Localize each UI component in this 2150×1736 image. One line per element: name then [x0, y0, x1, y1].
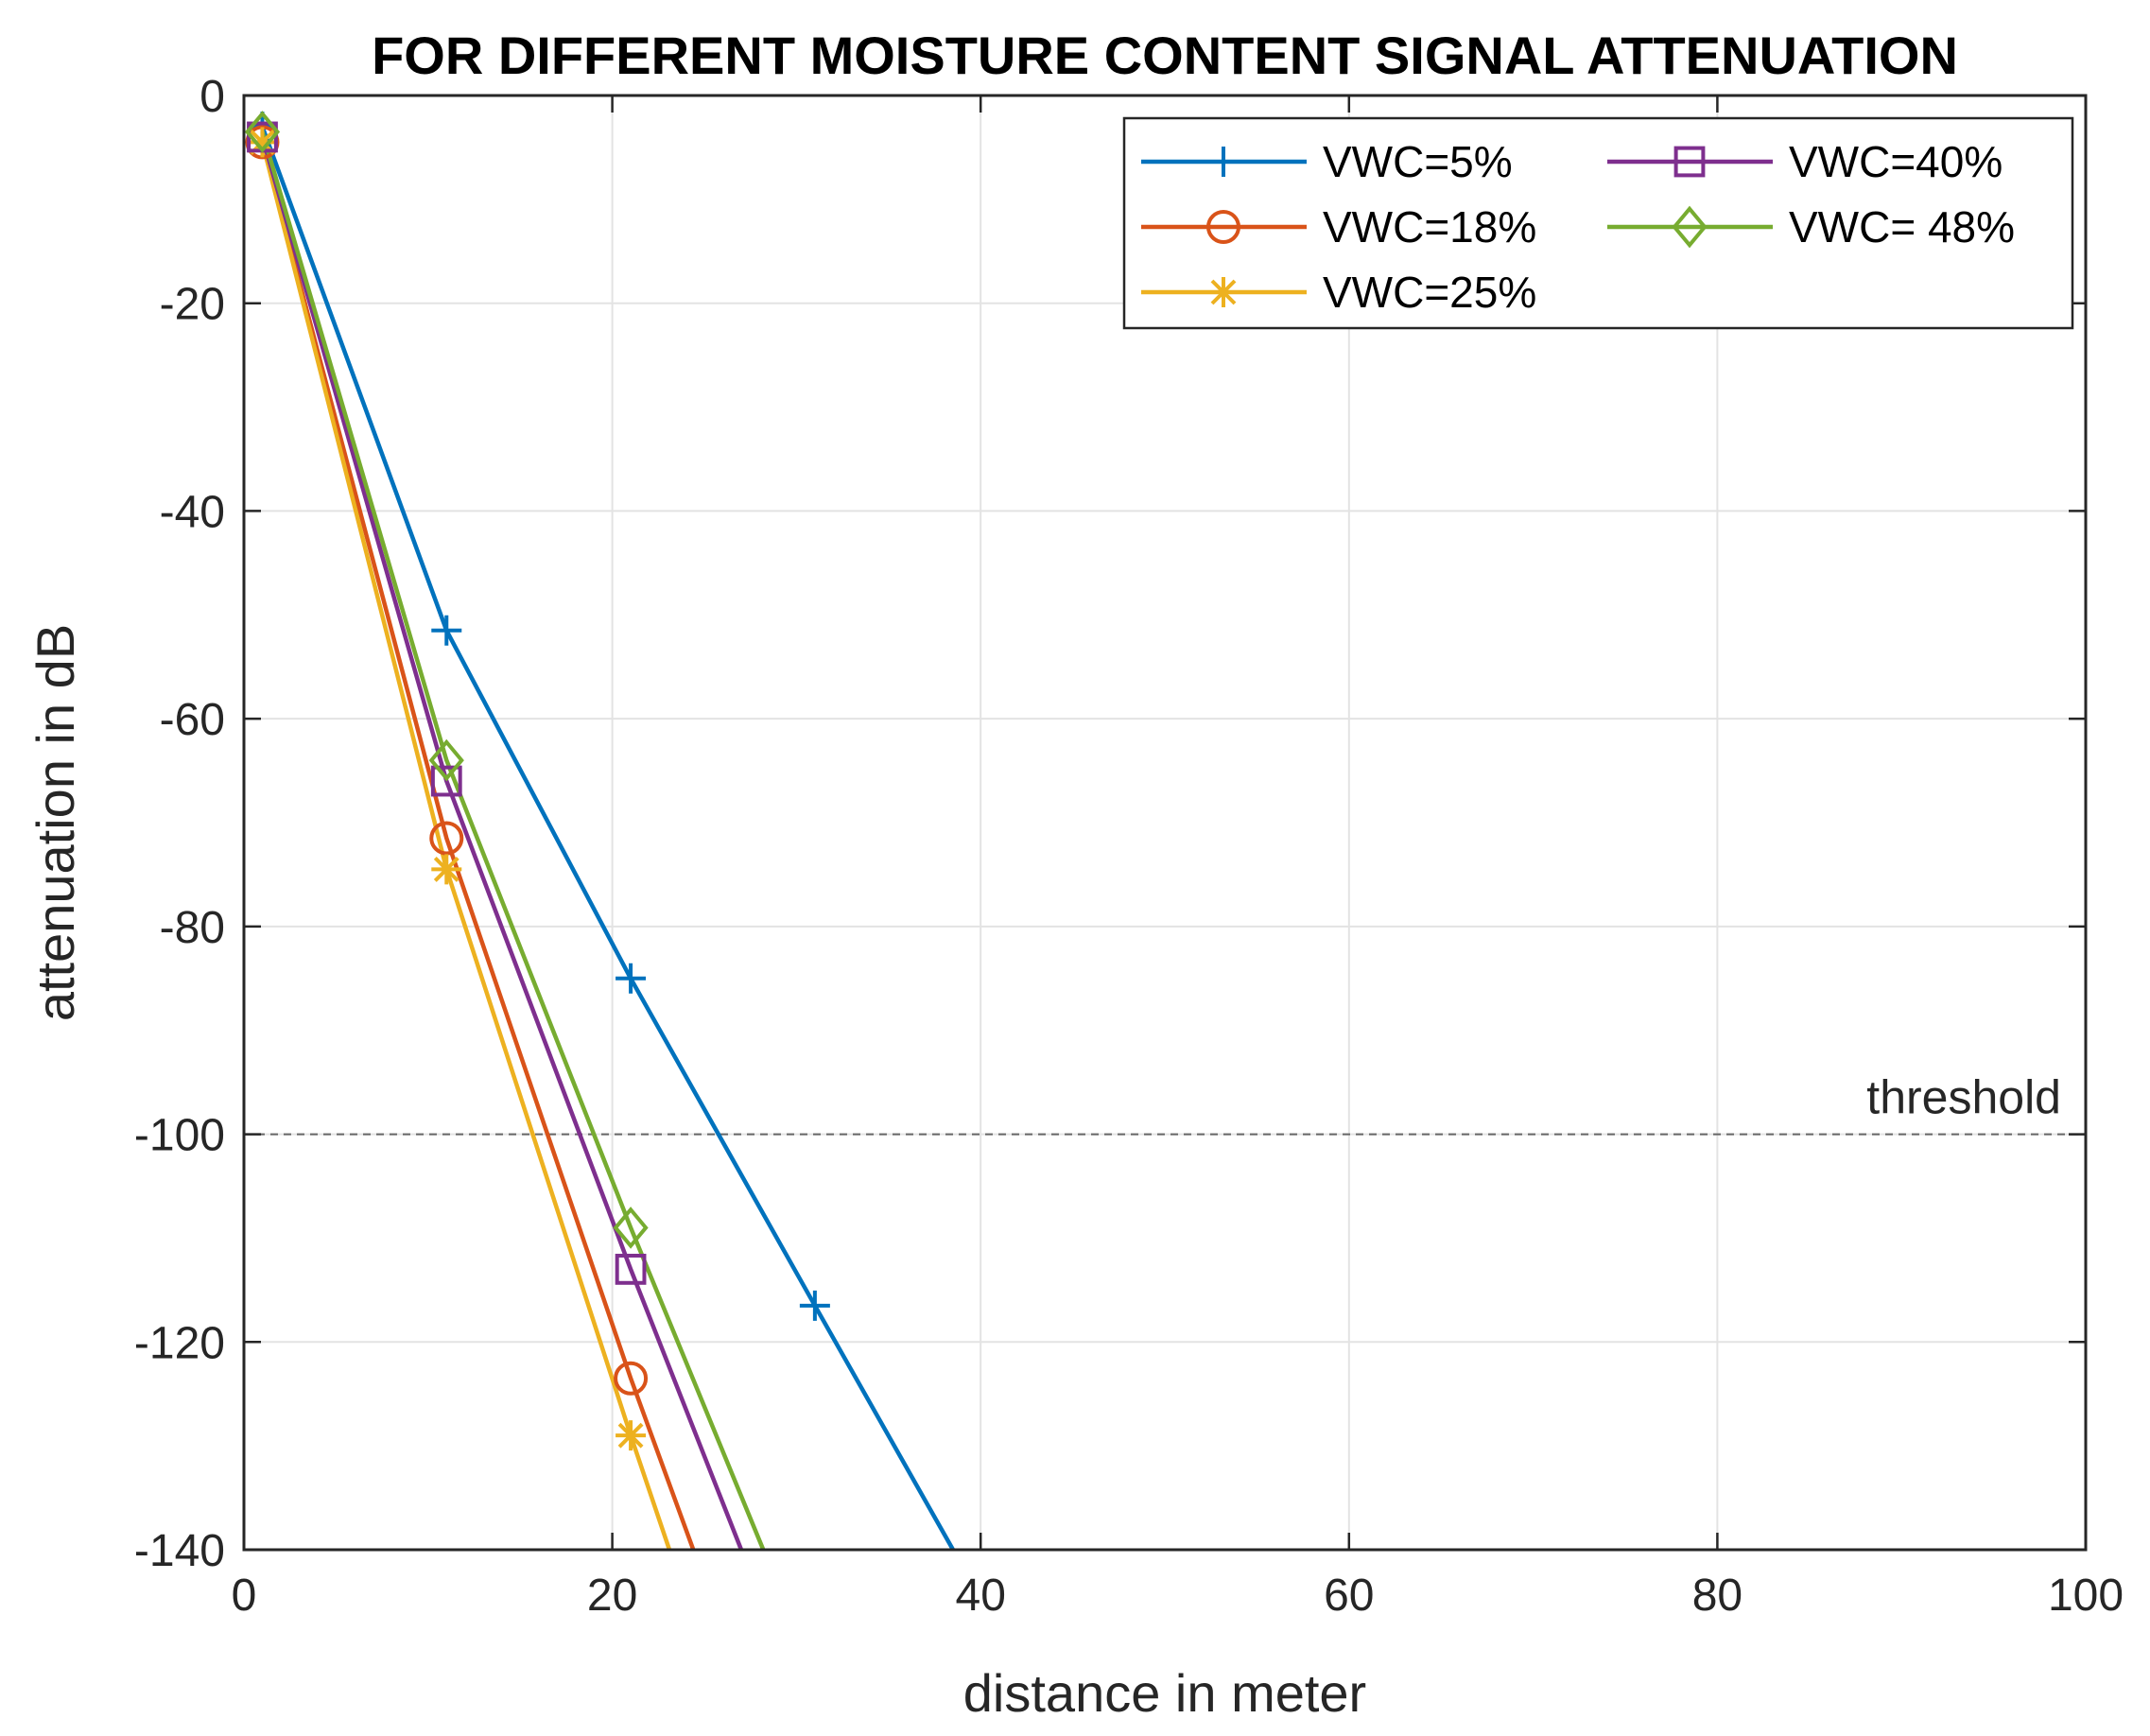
y-axis-label: attenuation in dB: [26, 624, 85, 1021]
x-tick-label: 20: [587, 1571, 637, 1621]
data-point: [428, 738, 464, 782]
data-point: [616, 1420, 647, 1451]
data-point: [247, 127, 278, 158]
legend-marker: [1672, 205, 1708, 249]
series-markers: [244, 111, 830, 1451]
x-tick-label: 80: [1692, 1571, 1743, 1621]
legend-marker: [1673, 146, 1706, 178]
y-tick-label: -80: [160, 903, 225, 953]
data-point: [244, 111, 281, 153]
legend: VWC=5% VWC=18% VWC=25% VWC=40% VWC= 48%: [1122, 116, 2074, 330]
threshold: threshold: [244, 1071, 2086, 1136]
legend-label: VWC=5%: [1323, 137, 1513, 186]
series-line: [260, 136, 744, 1550]
legend-label: VWC= 48%: [1789, 202, 2015, 252]
legend-label: VWC=18%: [1323, 202, 1536, 252]
data-point: [614, 1361, 649, 1396]
y-tick-label: 0: [199, 72, 225, 122]
series-line: [260, 141, 696, 1550]
y-tick-label: -100: [134, 1111, 225, 1161]
y-tick-label: -140: [134, 1526, 225, 1576]
threshold-label: threshold: [1866, 1071, 2061, 1124]
legend-marker: [1208, 147, 1239, 177]
x-tick-label: 100: [2048, 1571, 2124, 1621]
x-tick-label: 0: [232, 1571, 257, 1621]
y-tick-label: -40: [160, 487, 225, 537]
legend-marker: [1206, 210, 1240, 244]
legend-label: VWC=25%: [1323, 268, 1536, 317]
plot-area: [244, 95, 2086, 1550]
data-point: [429, 821, 464, 856]
y-tick-label: -120: [134, 1318, 225, 1368]
series-line: [260, 130, 766, 1550]
data-point: [430, 765, 462, 797]
axis-ticks: 0 20 40 60 80 100 0 -20 -40 -60 -80 -100 -120 -140: [134, 72, 2124, 1621]
y-tick-label: -60: [160, 695, 225, 745]
x-tick-label: 60: [1324, 1571, 1374, 1621]
grid: [244, 95, 2086, 1550]
data-point: [431, 615, 462, 646]
axes-box: [242, 94, 2088, 1552]
data-point: [431, 854, 462, 885]
x-axis-label: distance in meter: [963, 1663, 1366, 1723]
legend-label: VWC=40%: [1789, 137, 2003, 186]
data-point: [616, 963, 647, 994]
x-tick-label: 40: [956, 1571, 1006, 1621]
y-tick-label: -20: [160, 280, 225, 330]
legend-marker: [1208, 277, 1239, 307]
chart-title: FOR DIFFERENT MOISTURE CONTENT SIGNAL AT…: [372, 26, 1958, 85]
data-point: [613, 1207, 649, 1249]
series-line: [260, 141, 672, 1550]
data-point: [799, 1290, 830, 1321]
data-point: [615, 1253, 647, 1285]
